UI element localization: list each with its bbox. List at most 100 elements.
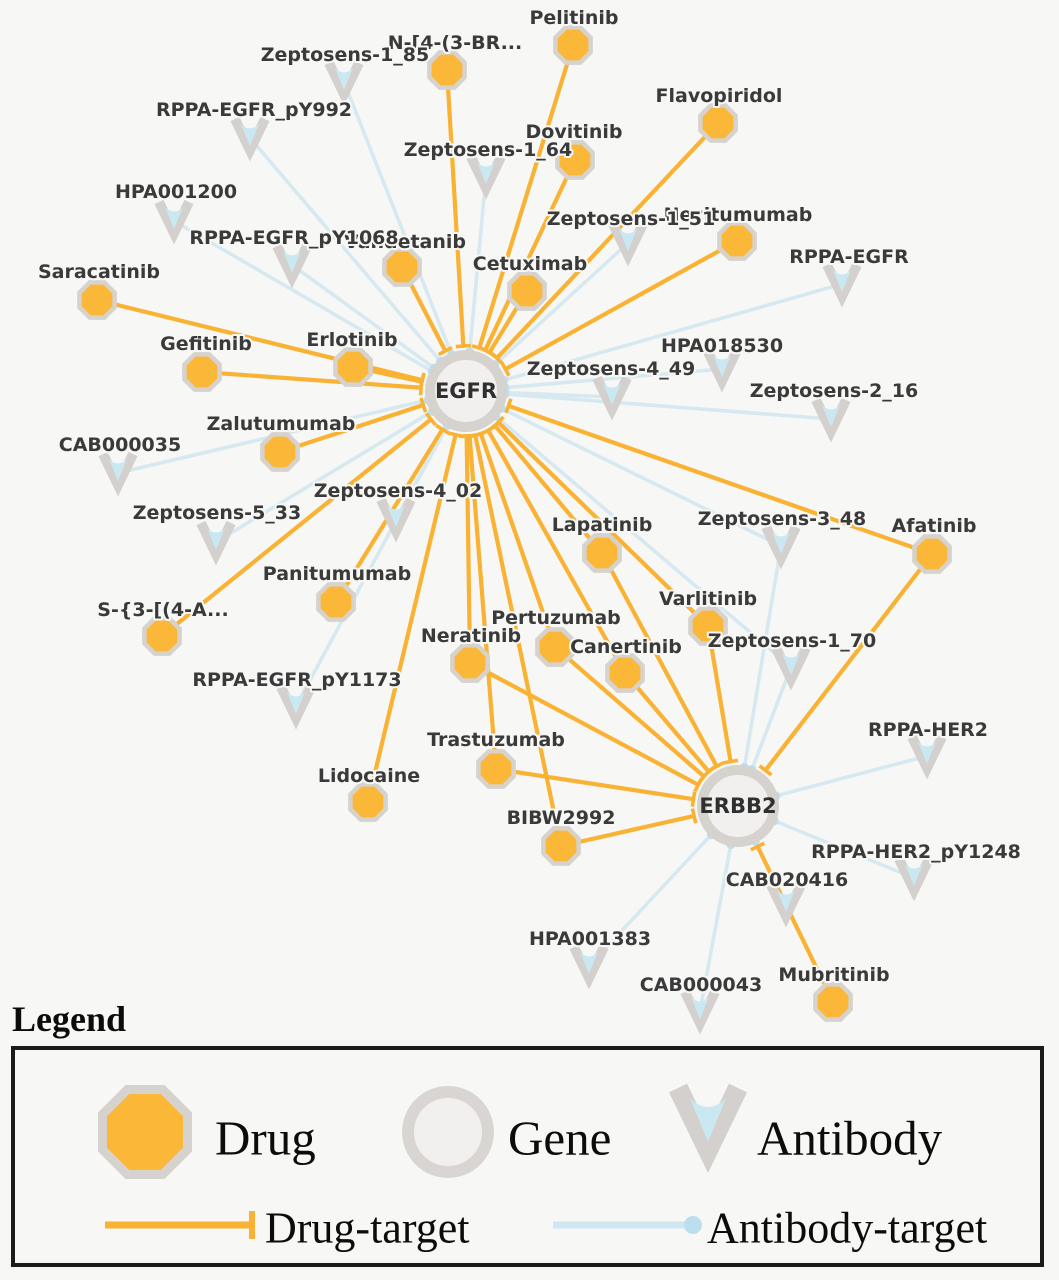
node-label-afatinib: Afatinib — [891, 515, 976, 537]
node-label-rppa-her2-py1248: RPPA-HER2_pY1248 — [811, 841, 1021, 863]
antibody-chevron-icon — [822, 262, 862, 308]
drug-node-flavopiridol[interactable] — [698, 103, 738, 143]
drug-node-pertuzumab[interactable] — [535, 627, 575, 667]
antibody-node-hpa018530[interactable] — [702, 347, 742, 393]
edge-tee-s-3-4-a-egfr — [424, 412, 438, 427]
node-label-gefitinib: Gefitinib — [160, 333, 252, 355]
antibody-node-zeptosens-4-49[interactable] — [592, 375, 632, 421]
drug-target-edge-pertuzumab-egfr — [478, 432, 557, 648]
drug-node-saracatinib[interactable] — [77, 280, 117, 320]
antibody-node-rppa-egfr-py1068[interactable] — [272, 243, 312, 289]
antibody-chevron-fill — [713, 355, 731, 377]
antibody-target-edge-zeptosens-3-48-erbb2 — [742, 545, 783, 768]
node-label-rppa-egfr: RPPA-EGFR — [789, 246, 909, 268]
antibody-chevron-icon — [766, 882, 806, 928]
drug-node-lapatinib[interactable] — [582, 533, 622, 573]
antibody-chevron-icon — [196, 520, 236, 566]
gene-circle-icon — [425, 350, 507, 432]
antibody-target-legend-dot — [684, 1216, 702, 1234]
drug-target-edge-afatinib-erbb2 — [763, 552, 934, 772]
antibody-node-rppa-her2-py1248[interactable] — [894, 856, 934, 902]
edge-tee-varlitinib-egfr — [491, 415, 505, 429]
drug-target-edge-necitumumab-egfr — [504, 239, 739, 372]
antibody-chevron-fill — [335, 68, 353, 90]
node-label-rppa-egfr-py1173: RPPA-EGFR_pY1173 — [192, 669, 401, 691]
antibody-node-zeptosens-1-70[interactable] — [771, 645, 811, 691]
drug-node-trastuzumab[interactable] — [476, 749, 516, 789]
antibody-node-zeptosens-1-51[interactable] — [608, 221, 648, 267]
drug-node-afatinib[interactable] — [912, 534, 952, 574]
antibody-target-edge-zeptosens-2-16-egfr — [504, 392, 832, 421]
antibody-node-rppa-egfr[interactable] — [822, 262, 862, 308]
node-label-zeptosens-1-85: Zeptosens-1_85 — [261, 44, 429, 66]
drug-node-zalutumumab[interactable] — [260, 432, 300, 472]
node-label-zeptosens-4-02: Zeptosens-4_02 — [314, 480, 482, 502]
drug-node-varlitinib[interactable] — [688, 606, 728, 646]
drug-target-edge-mubritinib-erbb2 — [755, 845, 835, 1003]
drug-node-dovitinib[interactable] — [555, 140, 595, 180]
antibody-chevron-icon — [376, 497, 416, 543]
antibody-node-zeptosens-1-85[interactable] — [324, 60, 364, 106]
antibody-node-cab020416[interactable] — [766, 882, 806, 928]
antibody-node-zeptosens-4-02[interactable] — [376, 497, 416, 543]
antibody-chevron-icon — [276, 684, 316, 730]
antibody-chevron-fill — [619, 229, 637, 251]
node-label-flavopiridol: Flavopiridol — [656, 85, 783, 107]
antibody-target-legend-label: Antibody-target — [707, 1204, 987, 1253]
drug-target-edge-n-4-3-br-egfr — [444, 69, 466, 347]
antibody-chevron-icon — [466, 154, 506, 200]
antibody-node-zeptosens-2-16[interactable] — [811, 397, 851, 443]
antibody-node-zeptosens-3-48[interactable] — [761, 524, 801, 570]
antibody-node-hpa001200[interactable] — [154, 199, 194, 245]
drug-target-edge-canertinib-erbb2 — [623, 671, 711, 774]
antibody-node-rppa-egfr-py992[interactable] — [230, 116, 270, 162]
drug-target-edge-neratinib-egfr — [464, 435, 473, 664]
drug-target-edge-zalutumumab-egfr — [279, 403, 424, 454]
gene-node-erbb2[interactable]: ERBB2 — [697, 765, 779, 847]
drug-node-s-3-4-a[interactable] — [142, 616, 182, 656]
antibody-node-rppa-her2[interactable] — [907, 734, 947, 780]
drug-node-erlotinib[interactable] — [333, 347, 373, 387]
drug-node-canertinib[interactable] — [605, 653, 645, 693]
node-label-pertuzumab: Pertuzumab — [491, 607, 621, 629]
antibody-node-cab000043[interactable] — [680, 989, 720, 1035]
antibody-node-cab000035[interactable] — [98, 451, 138, 497]
drug-node-pelitinib[interactable] — [553, 25, 593, 65]
node-label-panitumumab: Panitumumab — [263, 563, 411, 585]
antibody-chevron-icon — [894, 856, 934, 902]
antibody-node-zeptosens-5-33[interactable] — [196, 520, 236, 566]
antibody-node-hpa001383[interactable] — [569, 944, 609, 990]
antibody-chevron-icon — [771, 645, 811, 691]
antibody-chevron-fill — [777, 890, 795, 912]
antibody-node-rppa-egfr-py1173[interactable] — [276, 684, 316, 730]
drug-target-edge-afatinib-egfr — [507, 403, 933, 556]
drug-target-edge-pelitinib-egfr — [477, 44, 576, 349]
edge-tee-afatinib-erbb2 — [758, 764, 773, 777]
drug-node-gefitinib[interactable] — [182, 352, 222, 392]
drug-node-necitumumab[interactable] — [717, 221, 757, 261]
node-label-s-3-4-a: S-{3-[(4-A... — [97, 599, 228, 621]
antibody-target-edge-zeptosens-3-48-egfr — [500, 406, 782, 548]
node-label-trastuzumab: Trastuzumab — [427, 729, 565, 751]
node-label-vandetanib: Vandetanib — [344, 231, 466, 253]
drug-node-panitumumab[interactable] — [316, 582, 356, 622]
drug-node-mubritinib[interactable] — [813, 982, 853, 1022]
drug-node-lidocaine[interactable] — [348, 782, 388, 822]
drug-target-edge-s-3-4-a-egfr — [160, 417, 433, 638]
drug-target-edge-neratinib-erbb2 — [469, 661, 700, 787]
drug-target-edge-lapatinib-egfr — [493, 424, 604, 555]
node-label-hpa001383: HPA001383 — [529, 928, 651, 950]
drug-node-vandetanib[interactable] — [382, 247, 422, 287]
gene-label-erbb2: ERBB2 — [699, 794, 776, 818]
drug-node-n-4-3-br[interactable] — [427, 50, 467, 90]
antibody-chevron-fill — [691, 997, 709, 1019]
drug-target-edge-dovitinib-egfr — [483, 159, 577, 352]
drug-node-bibw2992[interactable] — [541, 826, 581, 866]
gene-node-egfr[interactable]: EGFR — [425, 350, 507, 432]
antibody-node-zeptosens-1-64[interactable] — [466, 154, 506, 200]
drug-target-edge-bibw2992-erbb2 — [560, 813, 695, 849]
drug-node-cetuximab[interactable] — [507, 271, 547, 311]
drug-node-neratinib[interactable] — [450, 643, 490, 683]
